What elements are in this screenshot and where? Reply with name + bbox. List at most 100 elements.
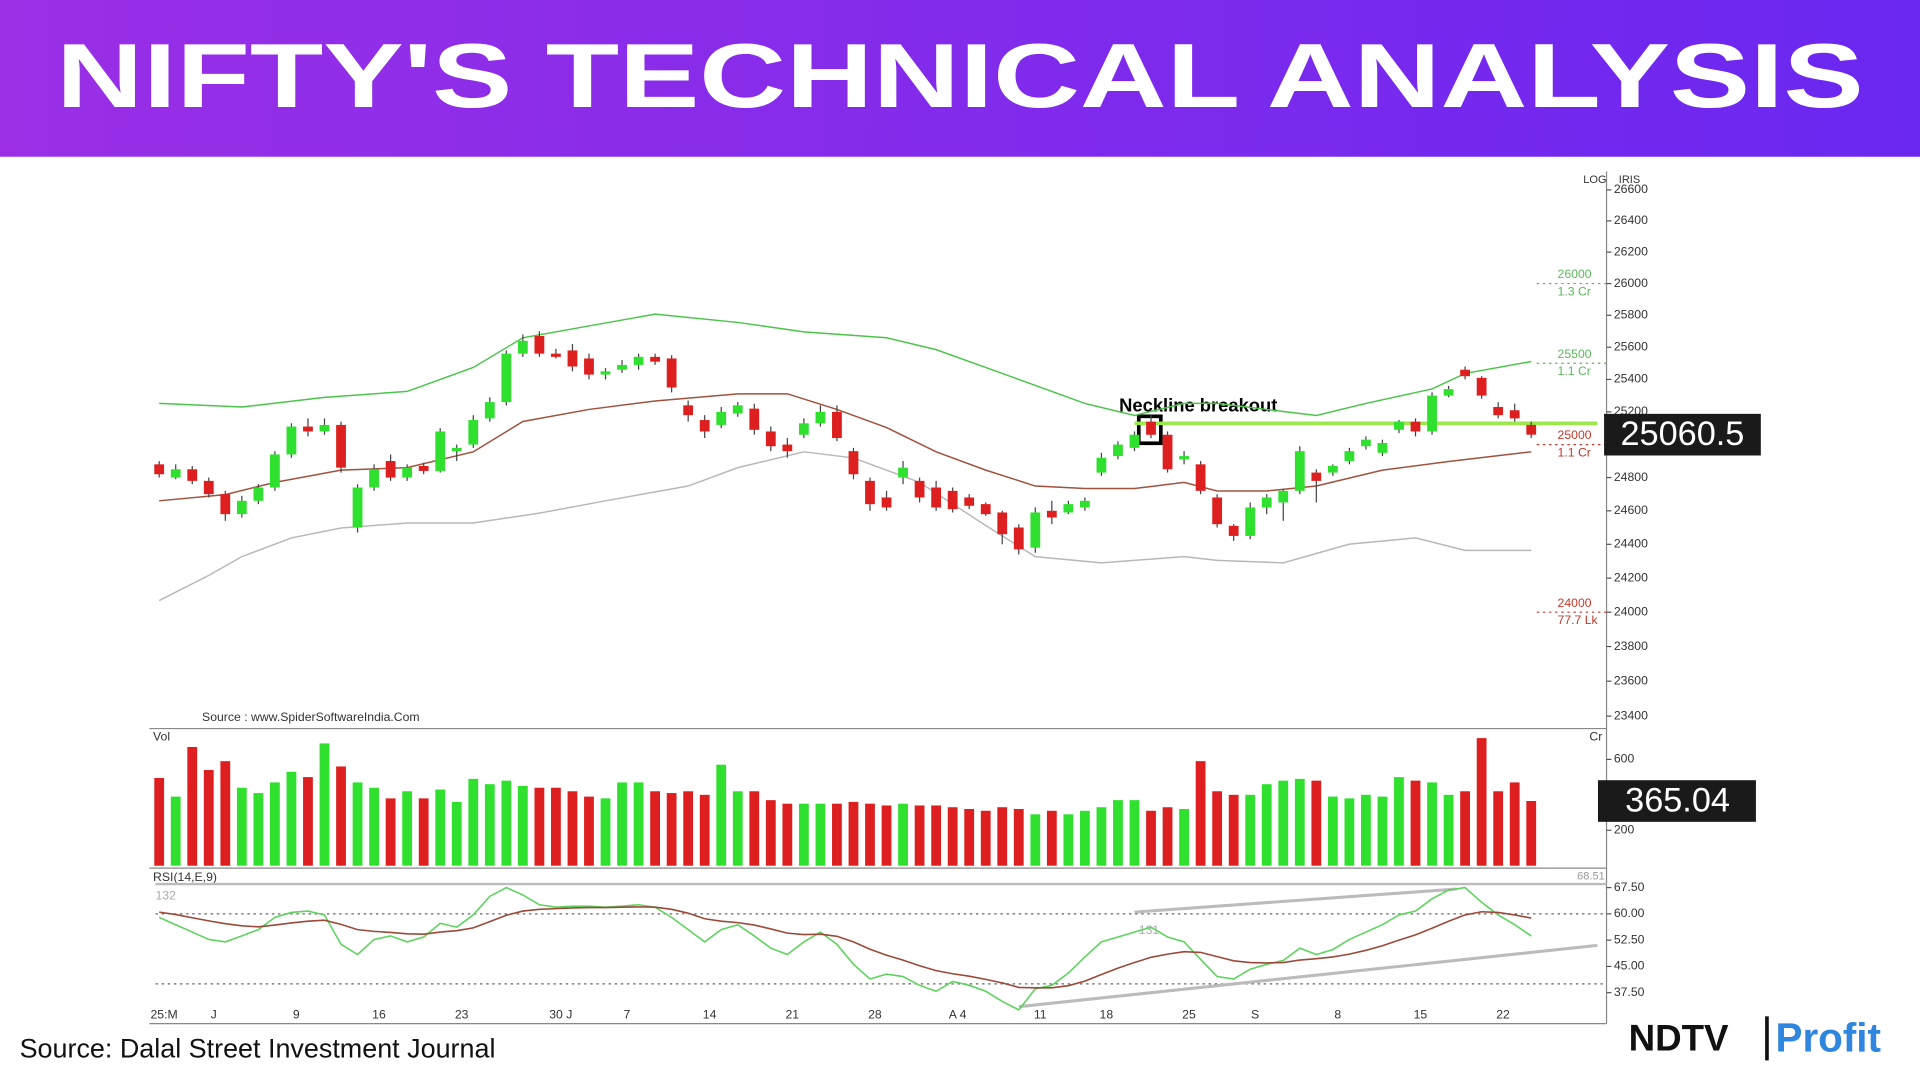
volume-bar [451,801,462,866]
volume-bar [1096,807,1107,866]
volume-box [1597,780,1756,822]
candle-body [1113,444,1123,457]
logo-product: Profit [1776,1014,1881,1060]
neckline-label: Neckline breakout [1119,394,1277,415]
candle-body [1460,369,1470,377]
volume-bar [584,796,594,866]
volume-bar [319,743,330,866]
band-line [159,313,1532,417]
candle-body [220,494,231,515]
volume-bar [1509,782,1520,866]
x-tick-label: 25:M [150,1007,177,1021]
x-tick-label: S [1251,1007,1259,1021]
volume-bar [402,791,413,866]
candle-body [1013,527,1024,550]
candle-body [1162,434,1173,470]
chart-frame [149,171,1608,1025]
y-tick-label: 23800 [1614,639,1648,653]
candle-body [1129,434,1140,448]
candle-body [484,402,495,419]
y-tick-label: 200 [1614,823,1635,837]
candle-body [1526,424,1537,435]
volume-bar [716,764,727,866]
volume-bar [1146,810,1156,866]
volume-bar [914,805,925,866]
volume-bar [980,810,991,866]
y-tick-label: 24400 [1614,537,1648,551]
candle-body [1261,497,1272,508]
x-tick-label: 28 [868,1007,882,1021]
volume-bar [1460,791,1470,866]
volume-bar [683,791,694,866]
volume-bar [336,766,346,866]
x-tick-label: 7 [624,1007,631,1021]
volume-bar [798,803,809,866]
y-tick-label: 24000 [1614,604,1648,618]
candle-body [1443,389,1454,396]
candle-body [170,469,181,478]
candle-body [154,464,165,475]
candle-body [997,512,1008,535]
y-tick-label: 24200 [1614,570,1648,584]
x-tick-label: 16 [372,1007,386,1021]
volume-box-label: 365.04 [1625,781,1730,819]
volume-bar [699,794,710,866]
price-box [1604,413,1761,456]
y-tick-label: 25600 [1614,339,1648,353]
candle-body [931,487,942,508]
candle-body [1361,439,1371,447]
volume-bar [1344,798,1355,866]
candle-body [947,490,958,510]
volume-bar [385,798,396,866]
banner [0,0,1920,157]
y-tick-label: 26400 [1614,213,1648,227]
candle-body [1030,512,1041,548]
candle-body [650,356,660,362]
volume-bar [1311,780,1322,866]
candle-body [765,431,776,447]
candle-body [534,336,545,354]
candle-body [617,364,627,370]
volume-bar [832,803,842,866]
volume-bar [1476,738,1487,866]
candle-body [980,504,991,515]
level-label: 25000 [1558,428,1592,442]
volume-bar [220,761,231,866]
candle-body [385,461,396,478]
candle-body [1080,500,1090,508]
y-tick-label: 60.00 [1614,906,1645,920]
rsi-note: 132 [156,889,177,903]
candle-body [1427,395,1437,432]
candle-body [517,340,528,354]
volume-bar [236,787,247,866]
candle-body [1063,504,1074,513]
candle-body [319,424,330,432]
candle-body [815,411,826,424]
candle-body [336,424,346,468]
volume-bar [270,782,280,866]
logo-brand: NDTV [1629,1018,1729,1059]
level-size: 1.1 Cr [1558,364,1591,378]
candle-body [865,480,875,505]
candle-body [749,408,760,430]
candle-body [1179,456,1189,460]
volume-bar [1493,791,1504,866]
candle-body [584,358,594,375]
candle-body [1377,442,1388,453]
y-tick-label: 23400 [1614,708,1648,722]
candle-body [1195,464,1206,491]
x-tick-label: J [211,1007,217,1021]
rsi-line [159,906,1532,989]
candle-body [964,497,975,506]
y-tick-label: 600 [1614,752,1635,766]
x-tick-label: 14 [703,1007,717,1021]
volume-bar [898,803,908,866]
volume-bar [1394,777,1404,866]
candle-body [848,451,859,475]
volume-bar [1327,796,1338,866]
volume-bar [633,782,644,866]
x-tick-label: 23 [455,1007,469,1021]
volume-bar [170,796,181,866]
candle-body [798,423,809,435]
